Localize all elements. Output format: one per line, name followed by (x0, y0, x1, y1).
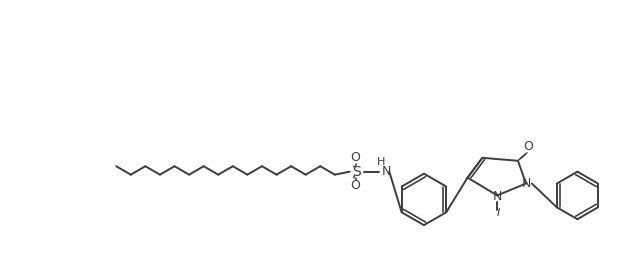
Text: O: O (523, 140, 533, 153)
Text: I: I (497, 208, 500, 218)
Text: N: N (522, 177, 532, 190)
Text: H: H (377, 157, 385, 167)
Text: O: O (351, 179, 360, 192)
Text: S: S (352, 165, 361, 179)
Text: O: O (351, 151, 360, 164)
Text: N: N (381, 165, 391, 178)
Text: N: N (493, 190, 502, 203)
